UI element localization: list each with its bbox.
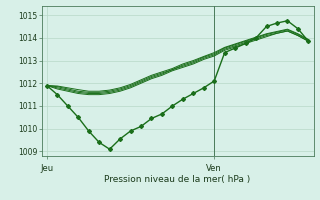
X-axis label: Pression niveau de la mer( hPa ): Pression niveau de la mer( hPa ) — [104, 175, 251, 184]
